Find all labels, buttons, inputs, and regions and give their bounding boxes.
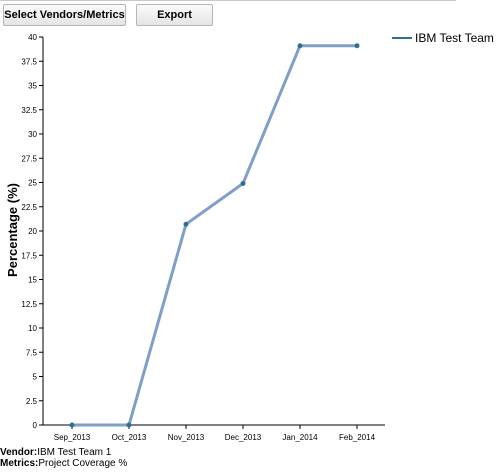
select-vendors-metrics-button[interactable]: Select Vendors/Metrics — [3, 4, 126, 26]
y-tick-label: 2.5 — [26, 397, 38, 406]
series-layer — [69, 43, 360, 428]
y-tick-label: 27.5 — [21, 154, 37, 163]
y-axis: 0 2.5 5 7.5 10 12.5 15 17.5 20 22.5 25 27.5 30 32.5 35… — [21, 33, 44, 430]
y-tick-label: 32.5 — [21, 106, 37, 115]
data-point[interactable] — [240, 180, 246, 186]
y-tick-label: 25 — [28, 179, 37, 188]
y-tick-label: 10 — [28, 324, 37, 333]
y-tick-label: 5 — [33, 373, 38, 382]
data-point[interactable] — [126, 422, 132, 428]
x-tick-label: Nov_2013 — [168, 433, 205, 442]
x-tick-label: Jan_2014 — [282, 433, 318, 442]
y-tick-label: 15 — [28, 276, 37, 285]
data-point[interactable] — [183, 221, 189, 227]
y-tick-label: 17.5 — [21, 251, 37, 260]
data-point[interactable] — [354, 43, 360, 49]
top-divider — [0, 0, 456, 1]
y-tick-label: 20 — [28, 227, 37, 236]
metrics-value: Project Coverage % — [38, 458, 128, 469]
export-button[interactable]: Export — [136, 4, 213, 26]
vendor-key: Vendor: — [0, 447, 38, 458]
y-tick-label: 37.5 — [21, 57, 37, 66]
x-tick-label: Sep_2013 — [54, 433, 91, 442]
y-tick-label: 22.5 — [21, 203, 37, 212]
data-point[interactable] — [69, 422, 75, 428]
y-tick-label: 35 — [28, 82, 37, 91]
legend[interactable]: IBM Test Team 1 — [392, 30, 498, 46]
series-line[interactable] — [70, 44, 359, 427]
x-tick-label: Dec_2013 — [225, 433, 262, 442]
x-tick-label: Oct_2013 — [112, 433, 147, 442]
vendor-value: IBM Test Team 1 — [37, 447, 112, 458]
footer-metrics: Metrics:Project Coverage % — [0, 458, 127, 469]
x-tick-label: Feb_2014 — [339, 433, 376, 442]
legend-swatch — [392, 37, 412, 39]
footer-vendor: Vendor:IBM Test Team 1 — [0, 447, 111, 458]
y-tick-label: 7.5 — [26, 348, 38, 357]
y-tick-label: 0 — [33, 421, 38, 430]
y-tick-label: 40 — [28, 33, 37, 42]
y-tick-label: 12.5 — [21, 300, 37, 309]
y-tick-label: 30 — [28, 130, 37, 139]
y-axis-label: Percentage (%) — [5, 183, 20, 277]
legend-label: IBM Test Team 1 — [415, 31, 498, 45]
metrics-key: Metrics: — [0, 458, 39, 469]
data-point[interactable] — [297, 43, 303, 49]
x-axis: Sep_2013 Oct_2013 Nov_2013 Dec_2013 Jan_2014… — [43, 424, 385, 442]
